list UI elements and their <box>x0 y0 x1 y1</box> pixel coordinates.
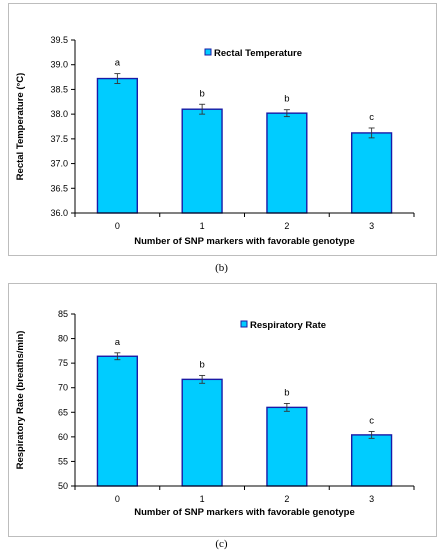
bar <box>181 378 223 487</box>
x-tick-label: 3 <box>369 221 374 231</box>
x-axis-title: Number of SNP markers with favorable gen… <box>134 507 355 518</box>
significance-letter: b <box>284 94 289 105</box>
significance-letter: b <box>199 359 204 370</box>
x-tick-label: 0 <box>115 221 120 231</box>
x-tick-label: 1 <box>200 494 205 504</box>
y-tick-label: 55 <box>58 456 68 466</box>
y-tick-label: 37.0 <box>50 159 68 169</box>
significance-letter: a <box>115 58 121 69</box>
bar <box>181 108 223 214</box>
significance-letter: c <box>369 415 374 426</box>
bar <box>351 132 393 214</box>
y-tick-label: 38.0 <box>50 109 68 119</box>
y-tick-label: 50 <box>58 481 68 491</box>
caption-c: (c) <box>215 538 228 550</box>
legend-label: Rectal Temperature <box>214 48 302 59</box>
chart-panel-rectal-temperature: 36.0 36.5 37.0 37.5 38.0 38.5 39.0 39.5 a 0 b 1 b 2 c 3… <box>8 3 437 256</box>
legend-swatch <box>240 320 248 328</box>
bar <box>96 77 138 214</box>
y-tick-label: 39.5 <box>50 35 68 45</box>
caption-b: (b) <box>215 262 228 274</box>
bar <box>96 355 138 487</box>
bar <box>266 406 308 487</box>
y-tick-label: 37.5 <box>50 134 68 144</box>
y-tick-label: 38.5 <box>50 84 68 94</box>
bar <box>266 112 308 214</box>
significance-letter: b <box>284 387 289 398</box>
legend-label: Respiratory Rate <box>250 320 326 331</box>
x-tick-label: 2 <box>284 494 289 504</box>
rectal-temperature-bar-chart: 36.0 36.5 37.0 37.5 38.0 38.5 39.0 39.5 a 0 b 1 b 2 c 3… <box>15 35 415 247</box>
x-tick-label: 2 <box>284 221 289 231</box>
y-tick-label: 70 <box>58 383 68 393</box>
y-tick-label: 85 <box>58 309 68 319</box>
y-tick-label: 65 <box>58 407 68 417</box>
significance-letter: b <box>199 88 204 99</box>
y-tick-label: 60 <box>58 432 68 442</box>
x-tick-label: 1 <box>200 221 205 231</box>
y-tick-label: 75 <box>58 358 68 368</box>
bar <box>351 434 393 487</box>
significance-letter: a <box>115 337 121 348</box>
y-tick-label: 36.5 <box>50 183 68 193</box>
x-tick-label: 0 <box>115 494 120 504</box>
x-tick-label: 3 <box>369 494 374 504</box>
y-tick-label: 36.0 <box>50 208 68 218</box>
x-axis-title: Number of SNP markers with favorable gen… <box>134 236 355 247</box>
y-tick-label: 39.0 <box>50 60 68 70</box>
legend-swatch <box>204 48 212 56</box>
y-tick-label: 80 <box>58 334 68 344</box>
y-axis-title: Respiratory Rate (breaths/min) <box>15 331 26 470</box>
significance-letter: c <box>369 112 374 123</box>
chart-panel-respiratory-rate: 50 55 60 65 70 75 80 85 a 0 b 1 b 2 c 3 Number of SNP ma… <box>8 283 437 537</box>
y-axis-title: Rectal Temperature (°C) <box>15 73 26 181</box>
respiratory-rate-bar-chart: 50 55 60 65 70 75 80 85 a 0 b 1 b 2 c 3 Number of SNP ma… <box>15 309 415 518</box>
